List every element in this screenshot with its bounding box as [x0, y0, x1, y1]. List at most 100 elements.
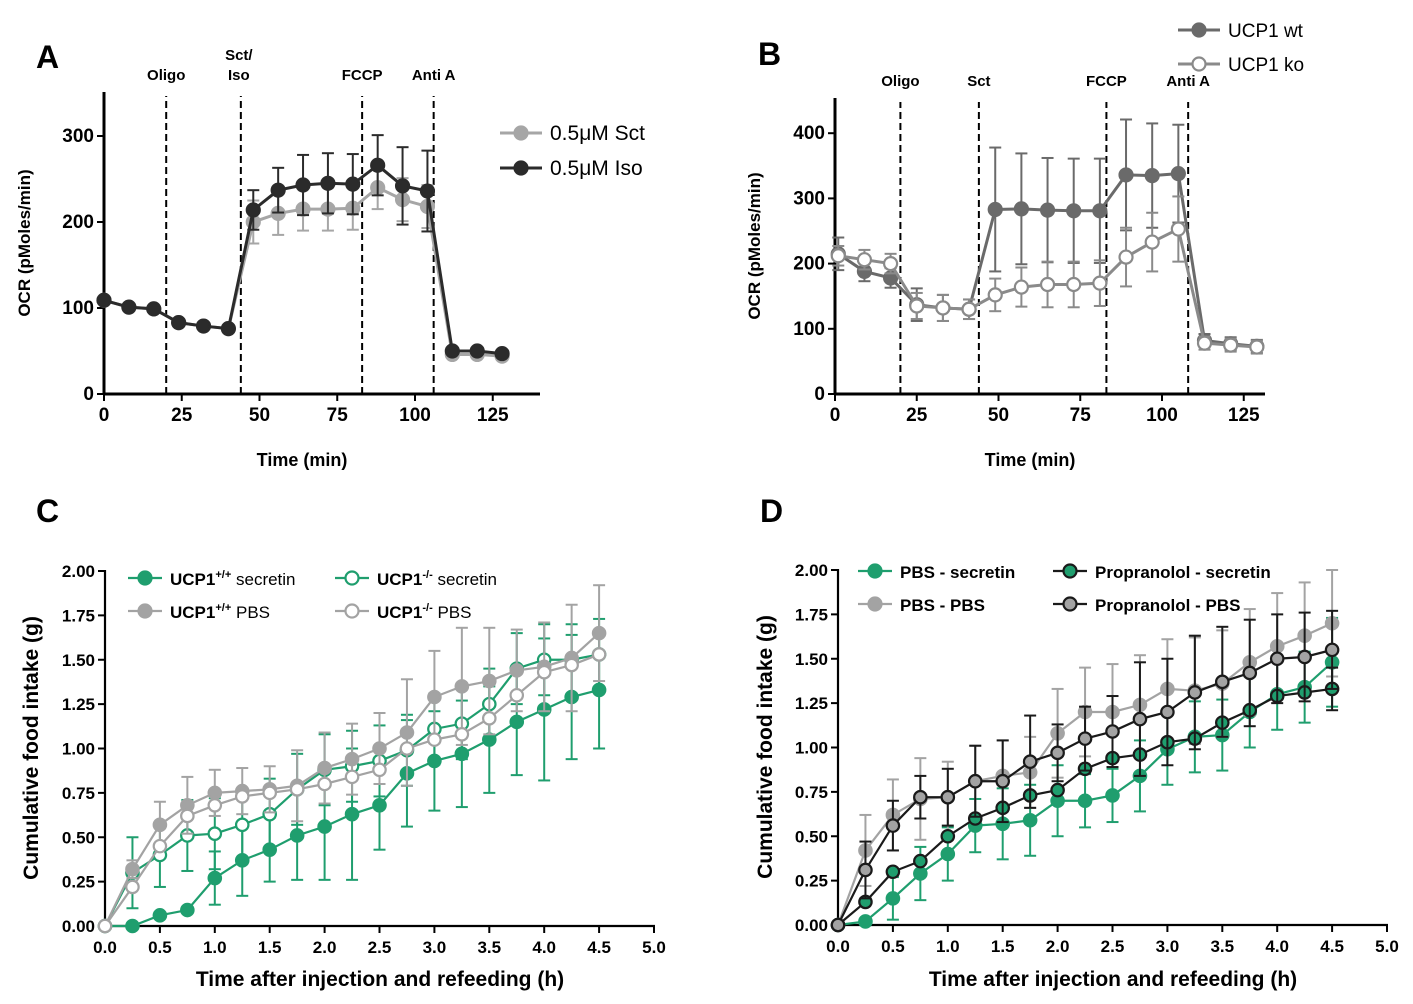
- legend-label: Propranolol - secretin: [1095, 563, 1271, 582]
- data-point: [399, 725, 415, 740]
- y-tick-label: 1.75: [795, 605, 828, 624]
- data-point: [1022, 754, 1038, 769]
- series-3: [97, 647, 607, 934]
- data-point: [152, 908, 168, 923]
- legend-label: PBS - PBS: [900, 596, 985, 615]
- data-point: [1324, 642, 1340, 658]
- data-point: [344, 751, 360, 767]
- data-point: [940, 789, 956, 805]
- x-tick-label: 75: [327, 405, 349, 426]
- x-tick-label: 3.5: [1210, 937, 1234, 956]
- data-point: [1144, 234, 1160, 250]
- y-tick-label: 0.50: [795, 827, 828, 846]
- data-point: [481, 673, 497, 689]
- legend-marker: [867, 596, 883, 612]
- legend-marker: [1191, 56, 1207, 72]
- data-point: [289, 828, 305, 843]
- panel-label: A: [36, 39, 59, 75]
- injection-marker-label: Sct: [967, 73, 990, 90]
- legend-label: UCP1-/- secretin: [377, 569, 497, 589]
- panel-c: C 0.0 0.5 1.0 1.5 2.0 2.5 3.0 3.5 4.0 4.5 5.0 0.00 0.…: [20, 493, 666, 991]
- y-tick-label: 2.00: [62, 562, 95, 581]
- data-point: [295, 177, 311, 193]
- data-point: [125, 879, 140, 895]
- legend-marker: [344, 603, 360, 619]
- panel-a: A 0 25 50 75 100 125 0 100 200 300 Time (min) OCR (p…: [15, 39, 645, 470]
- data-point: [454, 726, 470, 742]
- data-point: [1092, 203, 1108, 219]
- data-point: [427, 689, 442, 705]
- legend-marker: [137, 570, 153, 586]
- data-point: [1077, 793, 1093, 809]
- y-axis-label: OCR (pMoles/min): [15, 169, 34, 316]
- legend-label: Propranolol - PBS: [1095, 596, 1240, 615]
- data-point: [1297, 649, 1312, 665]
- data-point: [1013, 201, 1029, 217]
- legend-marker: [513, 125, 529, 141]
- x-tick-label: 100: [399, 405, 431, 426]
- data-point: [1249, 339, 1265, 355]
- data-point: [882, 256, 899, 272]
- data-point: [1039, 202, 1056, 218]
- legend-marker: [344, 570, 360, 586]
- data-point: [1215, 674, 1230, 690]
- data-point: [345, 176, 361, 192]
- data-point: [564, 657, 579, 673]
- data-point: [913, 866, 928, 881]
- y-tick-label: 300: [62, 126, 94, 147]
- legend-label: UCP1+/+ secretin: [170, 569, 296, 589]
- data-point: [152, 817, 168, 833]
- data-point: [207, 870, 223, 886]
- data-point: [1105, 788, 1120, 803]
- y-tick-label: 1.00: [62, 740, 95, 759]
- y-tick-label: 0.25: [795, 872, 828, 891]
- data-point: [454, 679, 470, 694]
- legend-label: UCP1+/+ PBS: [170, 602, 270, 622]
- x-tick-label: 0: [830, 405, 841, 426]
- data-point: [1066, 276, 1082, 293]
- y-tick-label: 1.50: [795, 650, 828, 669]
- x-tick-label: 2.5: [1101, 937, 1125, 956]
- data-point: [427, 732, 442, 747]
- injection-marker-label: Anti A: [412, 67, 456, 84]
- x-tick-label: 4.0: [532, 938, 556, 957]
- y-tick-label: 100: [62, 298, 94, 319]
- data-point: [481, 711, 497, 726]
- x-tick-label: 1.0: [203, 938, 227, 957]
- data-point: [1269, 651, 1285, 667]
- data-point: [317, 760, 332, 776]
- data-point: [935, 300, 951, 316]
- x-tick-label: 0.5: [148, 938, 172, 957]
- legend-marker: [513, 160, 529, 176]
- y-tick-label: 1.25: [795, 694, 828, 713]
- injection-marker-label: Sct/: [225, 47, 253, 64]
- x-tick-label: 125: [1228, 405, 1260, 426]
- data-point: [370, 157, 386, 173]
- data-point: [180, 808, 195, 824]
- y-tick-label: 0.00: [795, 916, 828, 935]
- data-point: [121, 299, 137, 315]
- data-point: [419, 183, 436, 199]
- x-tick-label: 3.0: [423, 938, 447, 957]
- panel-b: B 0 25 50 75 100 125 0 100 200 300 400 Time (min) OCR…: [745, 21, 1304, 470]
- series-3: [830, 609, 1340, 933]
- data-point: [509, 687, 525, 703]
- x-tick-label: 2.0: [313, 938, 337, 957]
- data-point: [270, 182, 286, 198]
- data-point: [1039, 276, 1056, 293]
- data-point: [234, 817, 250, 833]
- x-tick-label: 1.5: [991, 937, 1015, 956]
- y-tick-label: 2.00: [795, 561, 828, 580]
- data-point: [591, 647, 607, 662]
- data-point: [344, 806, 360, 822]
- y-tick-label: 0.75: [795, 783, 828, 802]
- data-point: [830, 248, 846, 264]
- data-point: [317, 776, 332, 792]
- legend-label: 0.5μM Sct: [550, 122, 645, 145]
- data-point: [372, 762, 387, 778]
- panel-label: B: [758, 36, 781, 72]
- x-axis-label: Time (min): [985, 450, 1076, 470]
- data-point: [1170, 221, 1186, 237]
- x-tick-label: 25: [171, 405, 193, 426]
- data-point: [344, 769, 360, 785]
